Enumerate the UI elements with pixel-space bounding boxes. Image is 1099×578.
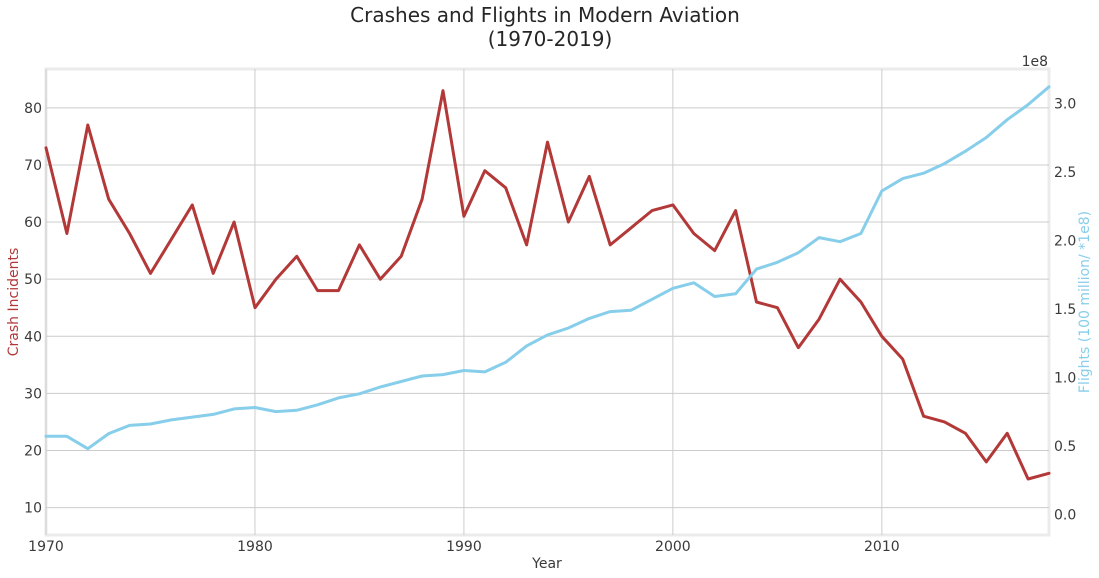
chart-title: Crashes and Flights in Modern Aviation — [350, 3, 740, 27]
y-left-tick-label: 80 — [24, 101, 42, 117]
y-left-tick-labels: 10 20 30 40 50 60 70 80 — [24, 101, 42, 517]
x-tick-label: 2000 — [655, 539, 691, 555]
plot-area — [44, 67, 1051, 537]
y-left-tick-label: 30 — [24, 386, 42, 402]
chart-subtitle: (1970-2019) — [488, 27, 613, 51]
y-right-tick-label: 0.0 — [1054, 507, 1076, 523]
y-right-tick-label: 1.5 — [1054, 302, 1076, 318]
series-lines — [44, 85, 1051, 481]
y-left-tick-label: 70 — [24, 158, 42, 174]
y-right-axis-label: Flights (100 million/ *1e8) — [1077, 211, 1093, 393]
flights-series-line — [44, 85, 1051, 451]
y-left-tick-label: 40 — [24, 329, 42, 345]
y-right-tick-label: 3.0 — [1054, 96, 1076, 112]
y-left-tick-label: 50 — [24, 272, 42, 288]
x-tick-label: 1990 — [446, 539, 482, 555]
y-right-tick-label: 2.5 — [1054, 165, 1076, 181]
x-tick-label: 2010 — [864, 539, 900, 555]
y-left-tick-label: 20 — [24, 443, 42, 459]
y-left-axis-label: Crash Incidents — [6, 248, 22, 356]
x-tick-label: 1970 — [28, 539, 64, 555]
right-axis-offset-label: 1e8 — [1022, 54, 1048, 70]
y-right-tick-label: 2.0 — [1054, 233, 1076, 249]
y-right-tick-label: 1.0 — [1054, 370, 1076, 386]
y-left-tick-label: 10 — [24, 501, 42, 517]
y-right-tick-label: 0.5 — [1054, 439, 1076, 455]
x-tick-label: 1980 — [237, 539, 273, 555]
crash-incidents-series-line — [44, 89, 1051, 481]
x-tick-labels: 1970 1980 1990 2000 2010 — [28, 539, 899, 555]
x-axis-label: Year — [531, 556, 562, 572]
y-left-tick-label: 60 — [24, 215, 42, 231]
y-right-tick-labels: 0.0 0.5 1.0 1.5 2.0 2.5 3.0 — [1054, 96, 1076, 523]
